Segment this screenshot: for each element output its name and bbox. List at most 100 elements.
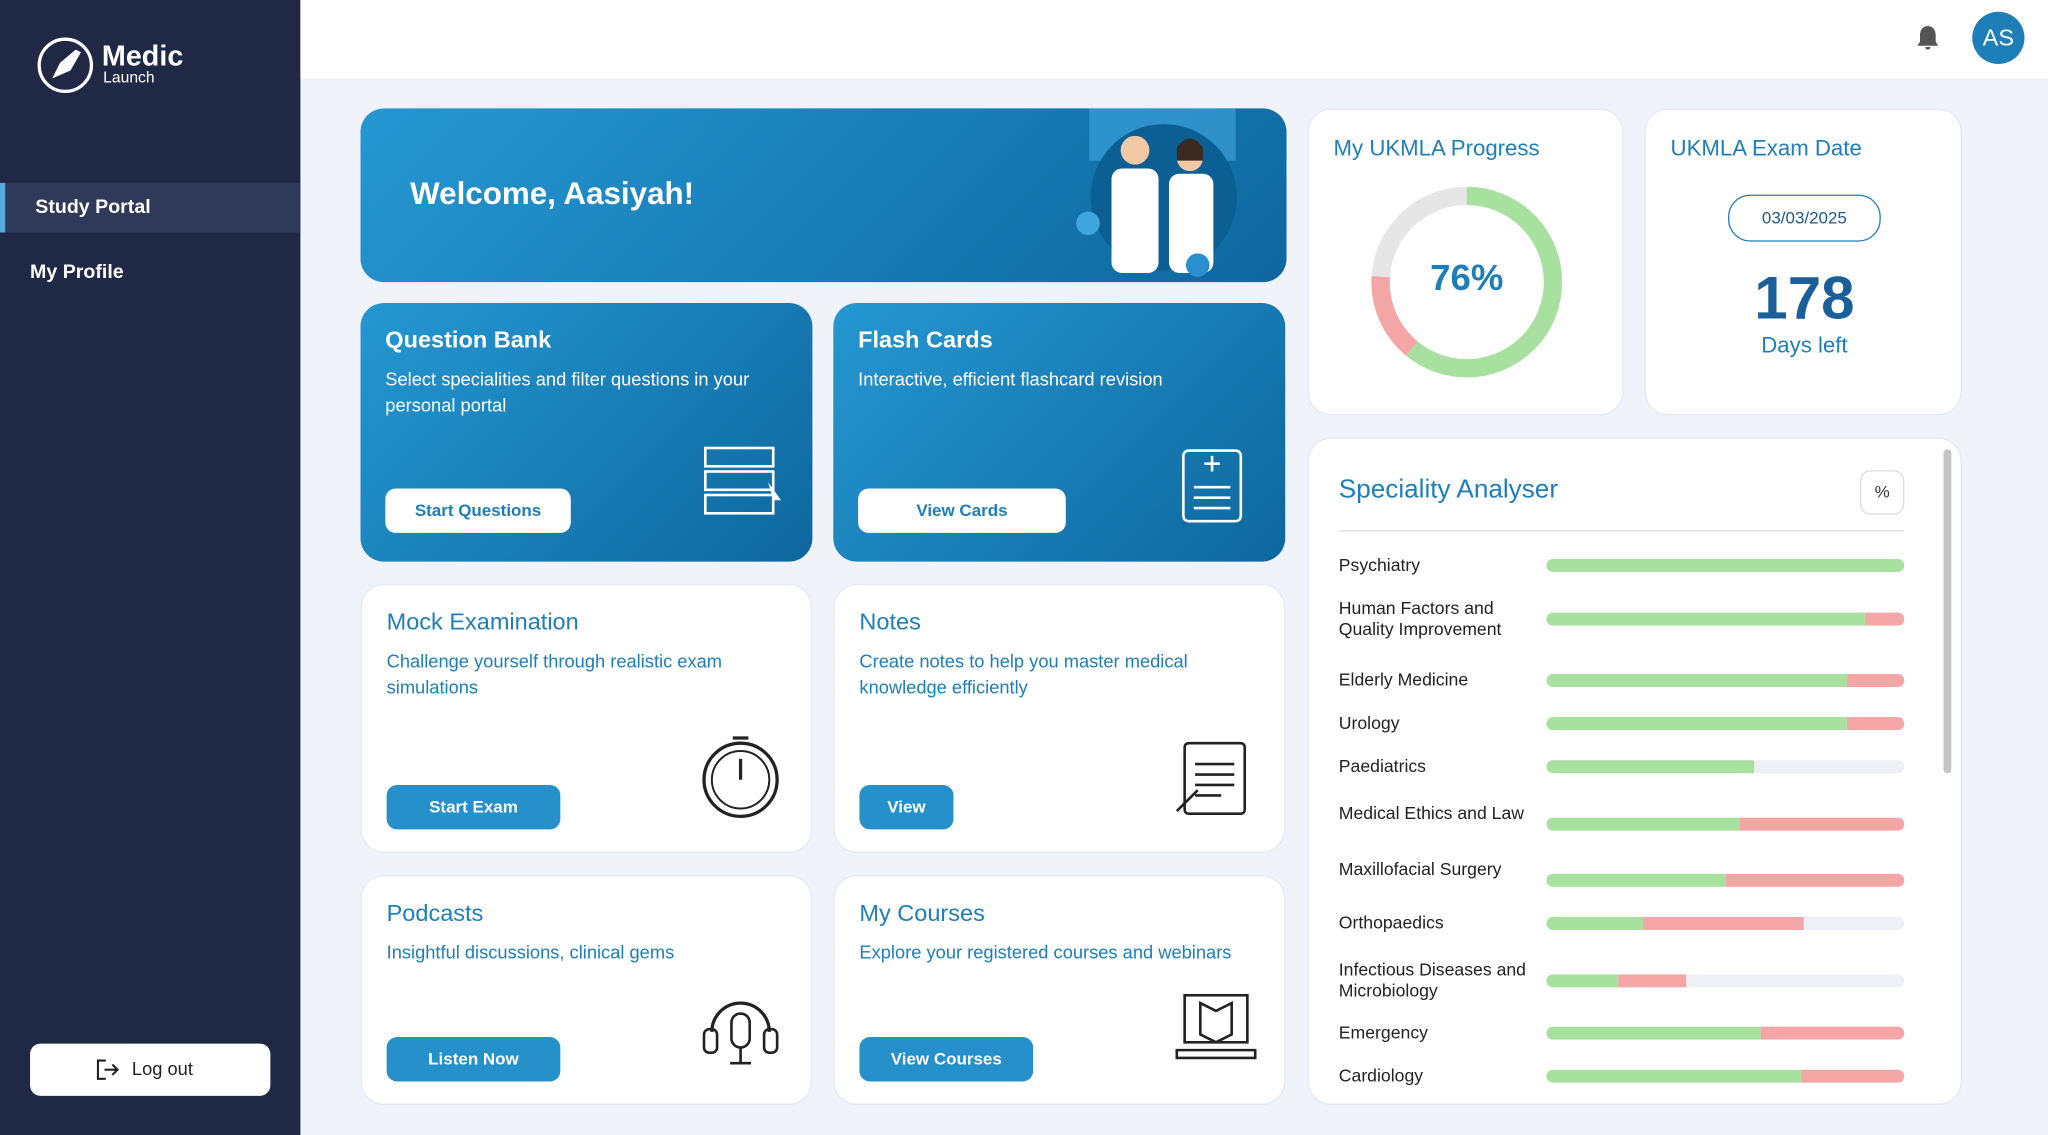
bar-track — [1546, 916, 1905, 930]
days-count: 178 — [1754, 263, 1855, 332]
progress-donut — [1371, 186, 1563, 378]
analyser-title: Speciality Analyser — [1338, 475, 1559, 505]
exam-date: 03/03/2025 — [1727, 194, 1881, 242]
card-button[interactable]: View — [859, 784, 954, 830]
card-button[interactable]: Start Exam — [386, 784, 561, 830]
card-icon — [1175, 993, 1257, 1060]
bar-incorrect — [1725, 873, 1905, 887]
progress-title: My UKMLA Progress — [1333, 135, 1540, 161]
nav-item[interactable]: Study Portal — [35, 195, 151, 219]
bar-incorrect — [1739, 817, 1905, 831]
feature-card: Mock Examination Challenge yourself throu… — [360, 583, 813, 853]
feature-card: Question Bank Select specialities and fil… — [360, 303, 813, 562]
logout-button[interactable]: Log out — [30, 1043, 271, 1096]
sidebar: Medic Launch Study Portal My Profile Log… — [0, 0, 301, 1135]
bar-incorrect — [1761, 1026, 1905, 1040]
welcome-text: Welcome, Aasiyah! — [410, 176, 695, 212]
feature-card: Flash Cards Interactive, efficient flashc… — [833, 303, 1286, 562]
bar-track — [1546, 760, 1905, 774]
speciality-label: Urology — [1338, 713, 1400, 733]
bar-track — [1546, 559, 1905, 573]
speciality-label: Elderly Medicine — [1338, 670, 1469, 690]
speciality-label: Infectious Diseases and Microbiology — [1338, 959, 1526, 1001]
card-title: Mock Examination — [386, 608, 579, 635]
exam-card: UKMLA Exam Date 03/03/2025 178 Days left — [1644, 108, 1962, 416]
bar-incorrect — [1847, 717, 1905, 731]
card-text: Challenge yourself through realistic exa… — [386, 650, 723, 698]
logo-icon — [37, 37, 94, 94]
speciality-label: Human Factors and Quality Improvement — [1338, 598, 1502, 639]
card-button[interactable]: Start Questions — [385, 488, 571, 533]
bar-track — [1546, 873, 1905, 887]
bar-incorrect — [1864, 612, 1905, 626]
bar-correct — [1546, 559, 1905, 573]
card-text: Insightful discussions, clinical gems — [386, 941, 675, 963]
card-text: Create notes to help you master medical … — [859, 650, 1188, 698]
logo-sub: Launch — [103, 67, 155, 87]
card-text: Interactive, efficient flashcard revisio… — [858, 368, 1163, 390]
card-title: Flash Cards — [858, 326, 993, 353]
nav-item[interactable]: My Profile — [30, 261, 124, 284]
card-text: Explore your registered courses and webi… — [859, 941, 1232, 963]
bar-correct — [1546, 612, 1865, 626]
bar-track — [1546, 673, 1905, 688]
divider — [1338, 530, 1905, 532]
speciality-label: Paediatrics — [1338, 756, 1427, 776]
welcome-banner: Welcome, Aasiyah! — [360, 108, 1287, 283]
top-bar: AS — [300, 0, 2048, 79]
nav-active[interactable] — [0, 182, 301, 233]
donut-correct — [1371, 186, 1563, 378]
days-label: Days left — [1761, 333, 1848, 358]
card-icon — [1175, 741, 1247, 816]
card-icon — [702, 1001, 779, 1065]
card-title: Notes — [859, 608, 921, 635]
doctors-illustration — [1076, 108, 1237, 277]
bar-correct — [1546, 1069, 1801, 1083]
bar-correct — [1546, 974, 1619, 988]
bar-correct — [1546, 1026, 1762, 1040]
card-text: Select specialities and filter questions… — [385, 368, 750, 416]
progress-label: 76% — [1430, 257, 1504, 298]
card-icon — [703, 446, 782, 515]
card-icon — [702, 736, 779, 818]
card-button[interactable]: View Cards — [858, 488, 1066, 533]
bar-incorrect — [1618, 974, 1686, 988]
bar-track — [1546, 717, 1905, 731]
feature-card: Podcasts Insightful discussions, clinical… — [360, 875, 813, 1105]
percent-toggle[interactable]: % — [1859, 470, 1905, 515]
speciality-label: Emergency — [1338, 1022, 1428, 1043]
progress-card: My UKMLA Progress 76% — [1307, 108, 1624, 416]
avatar[interactable]: AS — [1972, 11, 2025, 64]
bar-incorrect — [1847, 673, 1905, 688]
logout-label: Log out — [131, 1057, 193, 1079]
speciality-label: Medical Ethics and Law — [1338, 803, 1525, 823]
feature-card: My Courses Explore your registered course… — [833, 875, 1286, 1105]
exam-title: UKMLA Exam Date — [1670, 135, 1862, 161]
card-button[interactable]: Listen Now — [386, 1037, 561, 1082]
bar-track — [1546, 612, 1905, 626]
scrollbar[interactable] — [1943, 449, 1952, 774]
speciality-label: Orthopaedics — [1338, 912, 1444, 933]
bar-correct — [1546, 817, 1740, 831]
card-button[interactable]: View Courses — [859, 1037, 1034, 1082]
speciality-analyser: Speciality Analyser % Psychiatry Human Fa… — [1307, 437, 1962, 1105]
card-title: Podcasts — [386, 899, 484, 927]
card-title: Question Bank — [385, 326, 552, 353]
bar-track — [1546, 1069, 1905, 1083]
bell-icon[interactable] — [1916, 25, 1940, 51]
speciality-label: Maxillofacial Surgery — [1338, 859, 1502, 880]
logo-name: Medic — [101, 39, 184, 72]
bar-correct — [1546, 760, 1754, 774]
card-icon — [1182, 449, 1243, 523]
bar-track — [1546, 1026, 1905, 1040]
speciality-label: Psychiatry — [1338, 555, 1421, 575]
bar-correct — [1546, 717, 1848, 731]
logout-icon — [96, 1059, 119, 1080]
bar-incorrect — [1800, 1069, 1905, 1083]
bar-track — [1546, 974, 1905, 988]
feature-card: Notes Create notes to help you master med… — [833, 583, 1286, 853]
bar-correct — [1546, 916, 1644, 930]
speciality-label: Cardiology — [1338, 1065, 1424, 1086]
